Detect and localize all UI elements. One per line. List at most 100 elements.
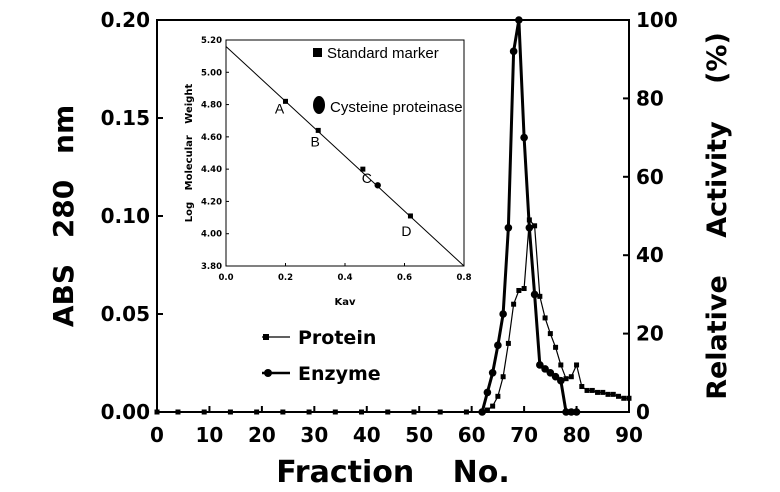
x-tick-label: 90 (615, 423, 643, 447)
inset-marker-point (360, 166, 366, 172)
x-tick-label: 0 (150, 423, 164, 447)
protein-point (589, 387, 595, 393)
y-left-tick-label: 0.10 (101, 204, 150, 228)
y-right-tick-label: 100 (636, 8, 678, 32)
protein-point (227, 409, 233, 415)
inset-y-axis-title: Log Molecular Weight (184, 84, 195, 223)
inset-point-label: A (275, 100, 285, 116)
inset-y-tick-label: 4.00 (201, 230, 222, 240)
protein-point (385, 409, 391, 415)
inset-y-tick-label: 5.20 (201, 36, 222, 46)
x-tick-label: 40 (353, 423, 381, 447)
inset-series: A B C D (225, 46, 465, 267)
enzyme-point (572, 408, 581, 416)
inset-x-tick-label: 0.8 (456, 273, 471, 283)
protein-point (574, 362, 580, 368)
y-right-tick-label: 80 (636, 86, 664, 110)
protein-point (605, 391, 611, 397)
enzyme-point (567, 408, 576, 416)
protein-point (621, 395, 627, 401)
protein-point (579, 384, 585, 390)
enzyme-point (525, 223, 534, 232)
protein-point (495, 393, 501, 399)
y-left-tick-label: 0.20 (101, 8, 150, 32)
inset-fit-line (225, 46, 465, 267)
inset-y-tick-label: 3.80 (201, 262, 222, 272)
x-tick-label: 10 (196, 423, 224, 447)
inset-y-tick-label: 4.40 (201, 165, 222, 175)
y-left-tick-label: 0.00 (101, 400, 150, 424)
x-tick-label: 80 (563, 423, 591, 447)
x-tick-label: 20 (248, 423, 276, 447)
legend-protein-marker (263, 334, 269, 340)
protein-point (568, 374, 574, 380)
protein-point (490, 403, 496, 409)
enzyme-point (499, 310, 507, 318)
protein-point (532, 223, 538, 229)
inset-point-label: C (362, 170, 372, 186)
y-right-tick-label: 20 (636, 322, 664, 346)
inset-legend-marker-square (313, 48, 322, 57)
enzyme-point (478, 408, 486, 416)
protein-point (332, 409, 338, 415)
protein-point (626, 395, 632, 401)
protein-point (463, 409, 469, 415)
protein-point (547, 331, 553, 337)
protein-point (154, 409, 160, 415)
protein-point (201, 409, 207, 415)
y-axis-title-right: Relative Activity (%) (702, 32, 733, 400)
legend-protein-label: Protein (298, 327, 376, 349)
y-right-tick-label: 0 (636, 400, 650, 424)
y-axis-title-left: ABS 280 nm (47, 105, 80, 327)
y-left-tick-label: 0.15 (101, 106, 150, 130)
y-right-tick-label: 40 (636, 243, 664, 267)
protein-point (280, 409, 286, 415)
enzyme-point (520, 133, 528, 142)
enzyme-point (541, 365, 549, 373)
inset-legend-standard-label: Standard marker (327, 45, 439, 62)
inset-x-axis-title: Kav (334, 297, 355, 308)
enzyme-point (562, 408, 570, 416)
inset-x-tick-label: 0.2 (278, 273, 293, 283)
protein-point (553, 344, 559, 350)
protein-point (411, 409, 417, 415)
enzyme-point (509, 47, 518, 56)
inset-marker-point (283, 98, 288, 104)
x-tick-label: 30 (300, 423, 328, 447)
protein-point (359, 409, 365, 415)
inset-legend-marker-circle (313, 96, 325, 114)
inset-y-tick-label: 5.00 (201, 68, 222, 78)
enzyme-point (488, 369, 497, 377)
y-left-tick-label: 0.05 (101, 302, 150, 326)
x-axis-title: Fraction No. (276, 455, 510, 490)
enzyme-point (557, 376, 565, 385)
protein-point (511, 301, 517, 307)
inset-y-tick-label: 4.80 (201, 101, 222, 111)
protein-point (563, 376, 569, 382)
protein-point (175, 409, 181, 415)
x-tick-label: 70 (510, 423, 538, 447)
enzyme-point (551, 372, 560, 381)
x-tick-label: 60 (458, 423, 486, 447)
inset-plot-frame (225, 39, 465, 267)
protein-point (437, 409, 443, 415)
enzyme-point (494, 341, 502, 350)
enzyme-point (546, 369, 555, 377)
protein-point (616, 393, 622, 399)
main-series (154, 16, 632, 416)
protein-point (600, 389, 606, 395)
inset-proteinase-point (374, 182, 381, 189)
protein-point (610, 391, 616, 397)
protein-point (505, 340, 511, 346)
x-tick-label: 50 (405, 423, 433, 447)
inset-point-label: D (401, 223, 411, 239)
main-axes-ticks: 0 10 20 30 40 50 60 70 80 900.000.050.100.150.200… (101, 8, 678, 447)
y-right-tick-label: 60 (636, 165, 664, 189)
protein-point (558, 362, 564, 368)
enzyme-line (480, 18, 577, 414)
inset-legend-cysteine-label: Cysteine proteinase (330, 99, 463, 116)
protein-point (306, 409, 312, 415)
protein-point (254, 409, 260, 415)
protein-point (537, 293, 543, 299)
